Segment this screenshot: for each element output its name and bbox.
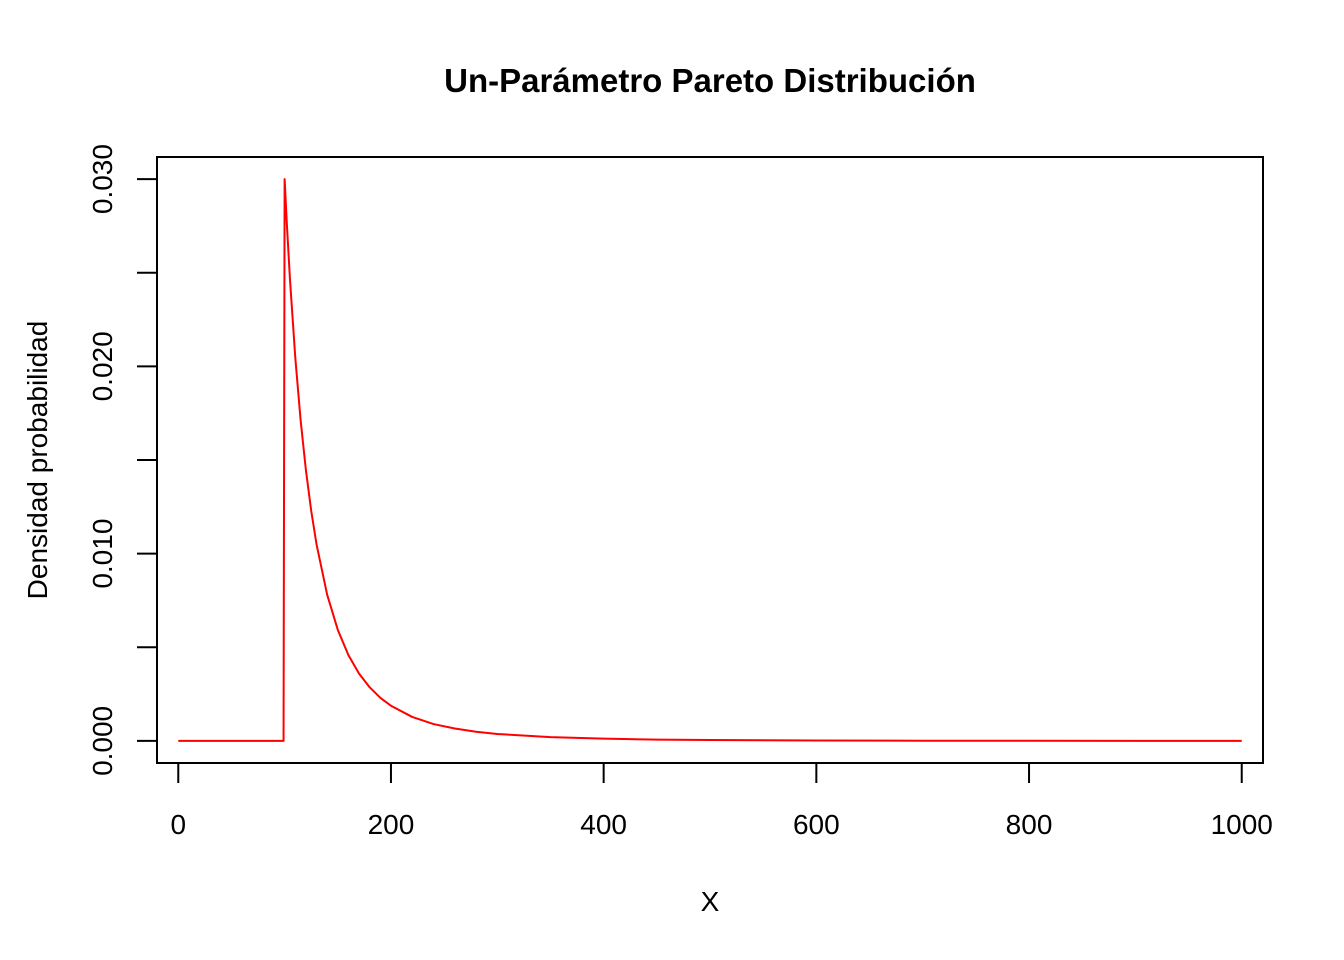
x-axis: 0 200 400 600 800 1000 [170,762,1273,840]
chart-title: Un-Parámetro Pareto Distribución [444,62,976,99]
series-line [178,178,1242,742]
y-tick-label: 0.000 [87,706,118,776]
x-axis-title: X [701,886,720,917]
y-tick-label: 0.020 [87,331,118,401]
x-tick-label: 0 [170,809,186,840]
y-axis-title: Densidad probabilidad [22,321,53,600]
x-tick-label: 600 [793,809,840,840]
y-tick-label: 0.010 [87,519,118,589]
plot-frame [156,156,1264,764]
x-tick-label: 1000 [1211,809,1273,840]
x-tick-label: 800 [1006,809,1053,840]
y-axis: 0.000 0.010 0.020 0.030 [87,144,158,776]
y-tick-label: 0.030 [87,144,118,214]
series-layer [178,178,1242,742]
x-tick-label: 200 [368,809,415,840]
x-tick-label: 400 [580,809,627,840]
